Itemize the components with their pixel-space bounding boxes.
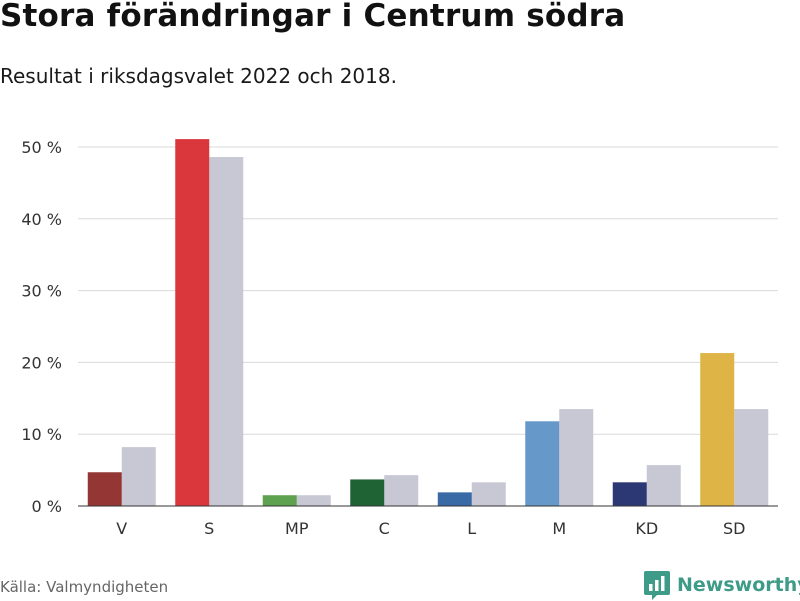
bar-2022-c	[350, 479, 385, 506]
bar-2018-sd	[734, 409, 769, 506]
x-tick-label: MP	[285, 519, 309, 538]
bar-2018-mp	[296, 495, 331, 506]
bar-2018-m	[559, 409, 594, 506]
bar-2018-l	[471, 482, 506, 506]
y-tick-label: 40 %	[21, 210, 62, 229]
x-tick-label: C	[379, 519, 390, 538]
bar-2022-mp	[262, 495, 297, 506]
x-tick-label: KD	[635, 519, 658, 538]
x-tick-label: L	[467, 519, 476, 538]
y-tick-label: 10 %	[21, 425, 62, 444]
bar-chart: 0 % 10 % 20 % 30 % 40 % 50 % V S MP C L M KD SD	[21, 138, 778, 538]
bar-2018-c	[384, 475, 419, 506]
bar-2022-l	[437, 492, 472, 506]
bars	[87, 139, 769, 507]
y-tick-label: 50 %	[21, 138, 62, 157]
bar-2018-s	[209, 157, 244, 506]
y-tick-label: 30 %	[21, 282, 62, 301]
bar-chart-logo-icon	[644, 571, 670, 600]
bar-2022-kd	[612, 482, 647, 506]
chart-subtitle: Resultat i riksdagsvalet 2022 och 2018.	[0, 64, 397, 88]
x-tick-label: S	[204, 519, 214, 538]
brand-name: Newsworthy	[677, 574, 800, 596]
y-tick-label: 20 %	[21, 353, 62, 372]
bar-2018-kd	[646, 465, 681, 506]
axis-labels: 0 % 10 % 20 % 30 % 40 % 50 % V S MP C L M KD SD	[21, 138, 745, 538]
x-tick-label: V	[116, 519, 127, 538]
bar-2022-v	[87, 472, 122, 506]
y-tick-label: 0 %	[32, 497, 62, 516]
x-tick-label: SD	[723, 519, 745, 538]
chart-title: Stora förändringar i Centrum södra	[0, 0, 626, 34]
bar-2022-s	[175, 139, 210, 507]
brand-logo: Newsworthy	[643, 569, 800, 601]
x-tick-label: M	[552, 519, 566, 538]
bar-2018-v	[121, 447, 156, 506]
bar-2022-sd	[700, 353, 735, 506]
bar-2022-m	[525, 421, 560, 506]
source-note: Källa: Valmyndigheten	[0, 578, 169, 596]
